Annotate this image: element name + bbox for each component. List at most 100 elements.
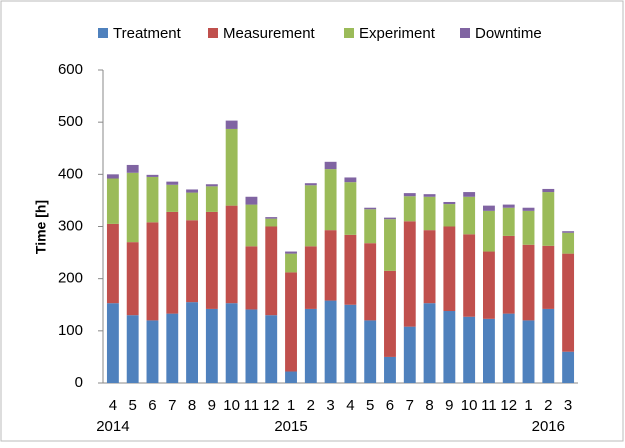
bar-segment: [364, 243, 377, 321]
legend-swatch: [460, 28, 470, 38]
x-group-label: 2014: [96, 418, 129, 435]
bar-segment: [166, 181, 179, 185]
x-tick-label: 8: [188, 397, 196, 414]
bar-segment: [285, 371, 297, 383]
bar-segment: [502, 207, 515, 236]
bar-segment: [285, 251, 297, 254]
y-tick-label: 600: [58, 61, 83, 78]
bar-segment: [265, 226, 278, 316]
bar-segment: [562, 351, 575, 383]
bar-segment: [423, 196, 436, 231]
bar-segment: [502, 204, 515, 208]
bar-segment: [562, 253, 575, 352]
bar-segment: [285, 253, 297, 273]
bar-segment: [166, 211, 179, 314]
bar-segment: [443, 311, 456, 383]
bar-segment: [502, 313, 515, 383]
bar-segment: [106, 303, 119, 383]
x-tick-label: 1: [287, 397, 295, 414]
bar-segment: [106, 178, 119, 224]
bar-segment: [166, 184, 179, 212]
bar-segment: [186, 192, 198, 221]
x-tick-label: 12: [500, 397, 517, 414]
bar-segment: [364, 320, 377, 383]
bar-segment: [265, 218, 278, 227]
bar-segment: [423, 230, 436, 304]
bar-segment: [304, 183, 317, 186]
bar-segment: [126, 242, 139, 316]
bar-segment: [225, 303, 238, 383]
bar-segment: [502, 235, 515, 314]
bar-segment: [225, 120, 238, 129]
x-group-label: 2015: [274, 418, 307, 435]
bar-segment: [443, 201, 456, 205]
bar-segment: [463, 234, 476, 317]
bar-segment: [463, 316, 476, 383]
bar-segment: [344, 182, 357, 235]
bar-segment: [522, 244, 535, 321]
bar-segment: [423, 303, 436, 383]
x-tick-label: 3: [326, 397, 334, 414]
x-tick-label: 12: [263, 397, 280, 414]
bar-segment: [364, 207, 377, 210]
x-tick-label: 2: [544, 397, 552, 414]
bar-segment: [443, 204, 456, 227]
bar-segment: [126, 315, 139, 383]
bar-segment: [225, 205, 238, 304]
y-tick-label: 300: [58, 217, 83, 234]
bar-segment: [562, 231, 575, 233]
bar-segment: [146, 222, 159, 321]
bar-segment: [146, 320, 159, 383]
bar-segment: [344, 234, 357, 305]
bar-segment: [542, 308, 555, 383]
y-tick-label: 500: [58, 113, 83, 130]
legend-label: Treatment: [113, 25, 182, 42]
y-tick-label: 400: [58, 165, 83, 182]
x-tick-label: 7: [168, 397, 176, 414]
bar-segment: [483, 251, 495, 319]
x-tick-label: 4: [346, 397, 354, 414]
bar-segment: [304, 308, 317, 383]
x-tick-label: 9: [208, 397, 216, 414]
legend-swatch: [344, 28, 354, 38]
bar-segment: [324, 230, 337, 301]
legend-label: Measurement: [223, 25, 316, 42]
bar-segment: [245, 246, 258, 310]
bar-segment: [403, 326, 416, 383]
bar-segment: [245, 204, 258, 247]
bar-segment: [186, 189, 198, 193]
legend-label: Downtime: [475, 25, 542, 42]
bar-segment: [265, 315, 278, 383]
bar-segment: [324, 161, 337, 170]
legend-swatch: [208, 28, 218, 38]
x-tick-label: 9: [445, 397, 453, 414]
x-tick-label: 6: [386, 397, 394, 414]
legend-label: Experiment: [359, 25, 436, 42]
x-tick-label: 4: [109, 397, 117, 414]
bar-segment: [562, 232, 575, 254]
bar-segment: [522, 320, 535, 383]
bar-segment: [463, 192, 476, 197]
x-tick-label: 6: [148, 397, 156, 414]
bar-segment: [403, 193, 416, 197]
bar-segment: [463, 196, 476, 235]
bar-segment: [265, 217, 278, 219]
x-group-label: 2016: [532, 418, 565, 435]
bar-segment: [324, 300, 337, 383]
bar-segment: [205, 184, 218, 187]
bar-segment: [106, 223, 119, 304]
y-tick-label: 200: [58, 270, 83, 287]
x-tick-label: 10: [461, 397, 478, 414]
bar-segment: [542, 192, 555, 246]
bar-segment: [384, 219, 396, 271]
y-tick-label: 100: [58, 322, 83, 339]
bar-segment: [225, 128, 238, 206]
bar-segment: [146, 176, 159, 223]
y-axis-label: Time [h]: [33, 200, 49, 254]
bar-segment: [344, 304, 357, 383]
bar-segment: [344, 177, 357, 183]
bar-segment: [483, 205, 495, 211]
x-tick-label: 11: [244, 397, 260, 414]
bar-segment: [245, 196, 258, 205]
bar-segment: [384, 270, 396, 357]
